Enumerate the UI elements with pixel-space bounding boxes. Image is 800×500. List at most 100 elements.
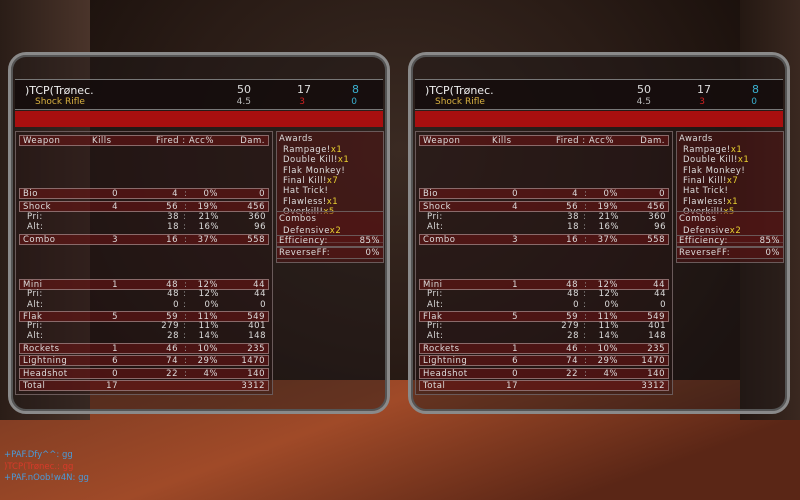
- floor-background: [0, 380, 800, 500]
- frags: 17: [297, 83, 311, 96]
- table-row: Alt: 28: 14% 148: [19, 331, 269, 342]
- damage: 360: [648, 212, 666, 222]
- weapon-name: Rockets: [23, 344, 60, 354]
- accuracy: 0%: [603, 189, 618, 199]
- damage: 1470: [641, 356, 665, 366]
- accuracy: 14%: [598, 331, 619, 341]
- table-row: Alt: 18: 16% 96: [19, 222, 269, 233]
- fired: 0: [573, 300, 579, 310]
- award-item: Double Kill!x1: [683, 155, 749, 165]
- fired: 56: [566, 202, 578, 212]
- award-item: Final Kill!x7: [683, 176, 738, 186]
- weapon-name: Bio: [23, 189, 38, 199]
- damage: 549: [647, 312, 665, 322]
- table-row: Total 17 3312: [419, 380, 669, 391]
- accuracy: 0%: [204, 300, 219, 310]
- separator: :: [583, 212, 587, 222]
- fired: 59: [566, 312, 578, 322]
- damage: 558: [647, 235, 665, 245]
- damage: 401: [648, 321, 666, 331]
- stats-panel-left: )TCP(Trønec. Shock Rifle 50 17 8 4.5 3 0 Weapon K…: [8, 52, 390, 414]
- table-row: Lightning 6 74:29% 1470: [19, 355, 269, 366]
- accuracy: 11%: [198, 321, 219, 331]
- fired: 279: [161, 321, 179, 331]
- player-name: )TCP(Trønec.: [25, 84, 94, 97]
- weapon-name: Mini: [23, 280, 43, 290]
- award-item: Flak Monkey!: [283, 166, 345, 176]
- accuracy: 16%: [598, 222, 619, 232]
- award-label: Double Kill!: [283, 155, 338, 166]
- accuracy: 19%: [197, 202, 218, 212]
- extra: 0: [351, 97, 357, 107]
- award-multiplier: x7: [726, 175, 739, 186]
- fired: 48: [166, 280, 178, 290]
- accuracy: 12%: [598, 289, 619, 299]
- separator: :: [584, 189, 588, 199]
- fired: 38: [567, 212, 579, 222]
- accuracy: 4%: [203, 369, 218, 379]
- ratio: 4.5: [636, 97, 651, 107]
- kills: 17: [506, 381, 518, 391]
- accuracy: 0%: [604, 300, 619, 310]
- accuracy: 11%: [597, 312, 618, 322]
- efficiency-value: 85%: [359, 236, 380, 246]
- reverseff-row: ReverseFF: 0%: [276, 247, 384, 259]
- kills: 6: [512, 356, 518, 366]
- weapon-name: Flak: [423, 312, 443, 322]
- weapon-name: Lightning: [423, 356, 468, 366]
- table-row: Pri: 279: 11% 401: [19, 321, 269, 332]
- award-label: Double Kill!: [683, 155, 738, 166]
- damage: 558: [247, 235, 265, 245]
- fired: 4: [572, 189, 578, 199]
- award-item: Flak Monkey!: [683, 166, 745, 176]
- kills: 1: [112, 280, 118, 290]
- fired: 28: [167, 331, 179, 341]
- table-row: Alt: 18: 16% 96: [419, 222, 669, 233]
- damage: 44: [654, 289, 666, 299]
- weapon-name: Pri:: [27, 321, 43, 331]
- combos-title: Combos: [279, 214, 317, 224]
- table-row: Pri: 38: 21% 360: [419, 212, 669, 223]
- weapon-name: Headshot: [23, 369, 68, 379]
- kills: 1: [512, 344, 518, 354]
- award-label: Hat Trick!: [683, 186, 729, 197]
- award-label: Flawless!: [683, 196, 727, 207]
- kills: 0: [112, 369, 118, 379]
- award-label: Flak Monkey!: [283, 165, 346, 176]
- combos-box: Combos Defensivex2: [676, 211, 784, 243]
- damage: 44: [653, 280, 665, 290]
- combo-label: Defensive: [683, 226, 730, 236]
- col-weapon: Weapon: [23, 136, 61, 146]
- separator: :: [183, 222, 187, 232]
- kills: 0: [512, 189, 518, 199]
- chat-line: +PAF.Dfy^^: gg: [4, 450, 73, 460]
- separator: :: [584, 369, 588, 379]
- damage: 1470: [241, 356, 265, 366]
- table-row: Bio 0 4: 0% 0: [19, 188, 269, 199]
- award-label: Hat Trick!: [283, 186, 329, 197]
- separator: :: [184, 235, 188, 245]
- table-row: Mini 1 48:12% 44: [419, 279, 669, 290]
- kills: 3: [112, 235, 118, 245]
- award-multiplier: x7: [326, 175, 339, 186]
- damage: 456: [647, 202, 665, 212]
- col-weapon: Weapon: [423, 136, 461, 146]
- table-row: Pri: 38: 21% 360: [19, 212, 269, 223]
- table-row: Alt: 28: 14% 148: [419, 331, 669, 342]
- damage: 549: [247, 312, 265, 322]
- award-label: Rampage!: [683, 145, 731, 155]
- suicides: 3: [699, 97, 705, 107]
- damage: 140: [647, 369, 665, 379]
- kills: 0: [512, 369, 518, 379]
- suicides: 3: [299, 97, 305, 107]
- weapon-name: Flak: [23, 312, 43, 322]
- fired: 16: [566, 235, 578, 245]
- award-item: Flawless!x1: [283, 197, 338, 207]
- weapon-name: Pri:: [427, 289, 443, 299]
- kills: 0: [112, 189, 118, 199]
- separator: :: [184, 202, 188, 212]
- fired: 22: [566, 369, 578, 379]
- chat-line: )TCP(Trønec.: gg: [4, 462, 73, 472]
- col-fired: Fired : Acc%: [156, 136, 214, 146]
- kills: 17: [106, 381, 118, 391]
